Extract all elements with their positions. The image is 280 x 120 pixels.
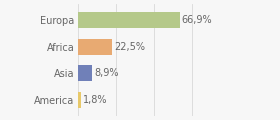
- Text: 1,8%: 1,8%: [83, 95, 108, 105]
- Bar: [78, 92, 81, 108]
- Bar: [78, 39, 113, 55]
- Bar: [78, 12, 179, 28]
- Text: 66,9%: 66,9%: [182, 15, 213, 25]
- Bar: [78, 65, 92, 81]
- Text: 8,9%: 8,9%: [94, 68, 119, 78]
- Text: 22,5%: 22,5%: [115, 42, 146, 52]
